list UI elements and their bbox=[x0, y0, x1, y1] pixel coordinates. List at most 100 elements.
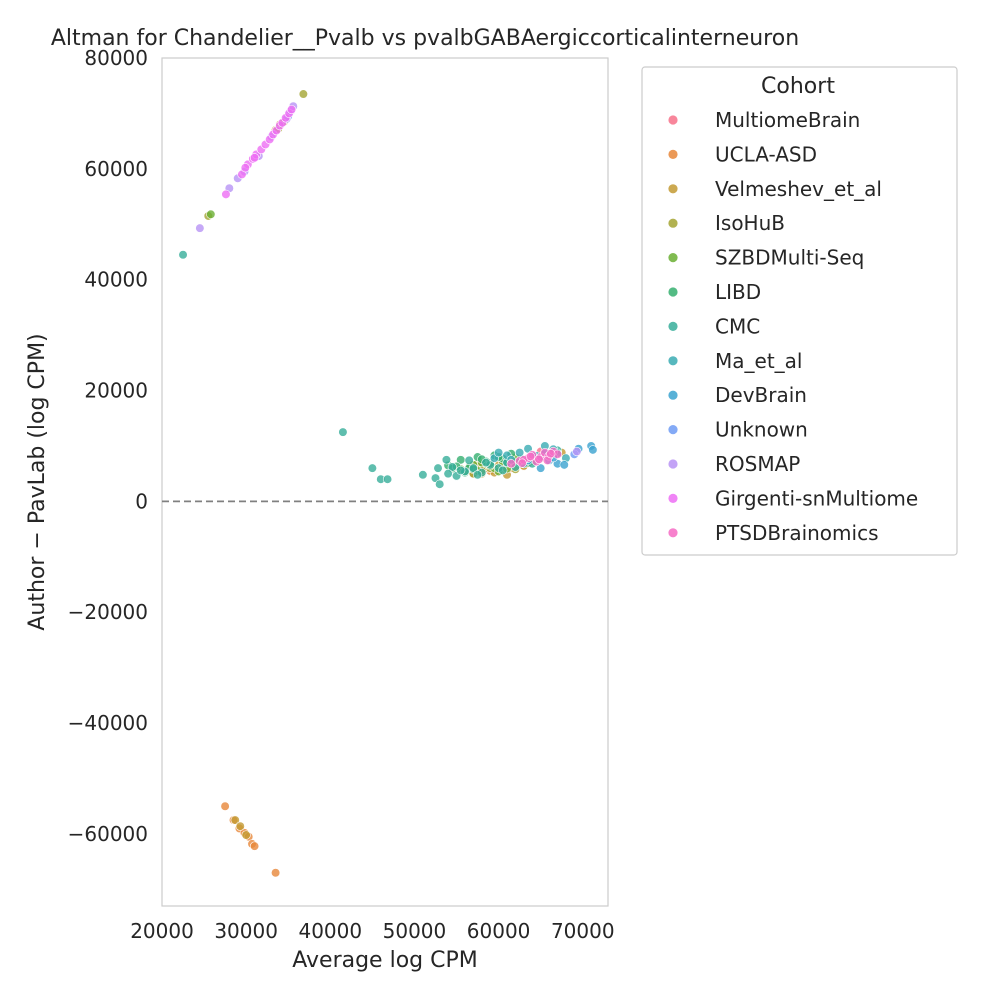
point-devbrain bbox=[588, 445, 598, 455]
legend-title: Cohort bbox=[761, 74, 835, 99]
chart-title: Altman for Chandelier__Pvalb vs pvalbGAB… bbox=[51, 26, 799, 51]
point-cmc bbox=[447, 462, 457, 472]
point-cmc bbox=[435, 479, 445, 489]
point-velmeshev-et-al bbox=[230, 815, 240, 825]
point-ptsdbrainomics bbox=[534, 454, 544, 464]
legend-item-ma-et-al: Ma_et_al bbox=[668, 349, 802, 373]
point-isohub bbox=[298, 89, 308, 99]
legend-item-girgenti-snmultiome: Girgenti-snMultiome bbox=[668, 486, 918, 510]
legend-marker bbox=[668, 493, 678, 503]
point-rosmap bbox=[572, 446, 582, 457]
point-ucla-asd bbox=[249, 841, 260, 851]
legend-label: DevBrain bbox=[715, 383, 807, 407]
point-cmc bbox=[468, 463, 478, 473]
point-cmc bbox=[338, 427, 348, 437]
legend-marker bbox=[668, 253, 678, 263]
legend-items: MultiomeBrain UCLA-ASD Velmeshev_et_al IsoH… bbox=[668, 108, 918, 545]
point-cmc bbox=[178, 250, 188, 260]
legend-label: IsoHuB bbox=[715, 211, 785, 235]
legend-marker bbox=[668, 528, 678, 538]
x-tick-label: 60000 bbox=[467, 919, 531, 943]
y-tick-label: 60000 bbox=[84, 157, 148, 181]
legend: Cohort MultiomeBrain UCLA-ASD Velmeshev_et… bbox=[641, 66, 958, 556]
point-girgenti-snmultiome bbox=[240, 163, 250, 173]
legend-label: Velmeshev_et_al bbox=[715, 177, 882, 201]
legend-item-isohub: IsoHuB bbox=[668, 211, 785, 235]
y-axis-label: Author − PavLab (log CPM) bbox=[25, 333, 50, 630]
x-tick-label: 30000 bbox=[214, 919, 278, 943]
legend-item-ucla-asd: UCLA-ASD bbox=[668, 142, 817, 166]
legend-label: ROSMAP bbox=[715, 452, 800, 476]
point-cmc bbox=[464, 455, 474, 465]
y-tick-label: −20000 bbox=[68, 600, 148, 624]
point-ptsdbrainomics bbox=[546, 449, 556, 459]
legend-marker bbox=[668, 218, 678, 228]
point-devbrain bbox=[559, 460, 569, 470]
x-tick-label: 40000 bbox=[298, 919, 362, 943]
x-tick-label: 50000 bbox=[383, 919, 447, 943]
legend-frame bbox=[641, 66, 958, 556]
legend-item-ptsdbrainomics: PTSDBrainomics bbox=[668, 521, 879, 545]
x-tick-label: 70000 bbox=[551, 919, 615, 943]
legend-label: CMC bbox=[715, 314, 760, 338]
legend-item-libd: LIBD bbox=[668, 280, 761, 304]
legend-marker bbox=[668, 321, 678, 331]
x-axis-label: Average log CPM bbox=[292, 948, 477, 973]
x-tick-label: 20000 bbox=[130, 919, 194, 943]
legend-label: PTSDBrainomics bbox=[715, 521, 879, 545]
y-tick-label: 80000 bbox=[84, 46, 148, 70]
legend-label: UCLA-ASD bbox=[715, 142, 817, 166]
y-axis-ticks: −60000 −40000 −20000 0 20000 40000 60000 80000 bbox=[68, 46, 148, 846]
legend-marker bbox=[668, 287, 678, 297]
y-tick-label: −60000 bbox=[68, 822, 148, 846]
point-ma-et-al bbox=[494, 448, 504, 458]
x-axis-ticks: 20000 30000 40000 50000 60000 70000 bbox=[130, 919, 614, 943]
legend-marker bbox=[668, 390, 678, 400]
y-tick-label: 20000 bbox=[84, 379, 148, 403]
point-cmc bbox=[443, 469, 453, 479]
legend-marker bbox=[668, 184, 678, 194]
y-tick-label: 0 bbox=[135, 489, 148, 513]
legend-label: MultiomeBrain bbox=[715, 108, 860, 132]
point-cmc bbox=[498, 465, 508, 475]
point-ucla-asd bbox=[220, 801, 230, 811]
legend-item-unknown: Unknown bbox=[668, 418, 808, 442]
point-ucla-asd bbox=[271, 868, 281, 878]
point-cmc bbox=[433, 463, 443, 473]
point-cmc bbox=[367, 463, 377, 473]
point-cmc bbox=[441, 455, 452, 465]
legend-item-multiomebrain: MultiomeBrain bbox=[668, 108, 860, 132]
point-cmc bbox=[382, 474, 393, 484]
point-devbrain bbox=[536, 463, 546, 473]
legend-item-devbrain: DevBrain bbox=[668, 383, 807, 407]
legend-label: Girgenti-snMultiome bbox=[715, 486, 918, 510]
point-velmeshev-et-al bbox=[235, 821, 245, 831]
point-girgenti-snmultiome bbox=[286, 104, 297, 115]
data-points bbox=[178, 89, 598, 878]
point-ptsdbrainomics bbox=[506, 459, 516, 469]
legend-marker bbox=[668, 115, 678, 125]
point-cmc bbox=[481, 458, 491, 468]
legend-label: SZBDMulti-Seq bbox=[715, 246, 864, 270]
point-ptsdbrainomics bbox=[517, 458, 527, 468]
point-cmc bbox=[472, 470, 483, 480]
point-szbdmulti-seq bbox=[206, 209, 216, 219]
point-girgenti-snmultiome bbox=[221, 189, 231, 199]
legend-item-velmeshev-et-al: Velmeshev_et_al bbox=[668, 177, 882, 201]
legend-item-rosmap: ROSMAP bbox=[668, 452, 800, 476]
point-girgenti-snmultiome bbox=[249, 153, 260, 163]
y-tick-label: −40000 bbox=[68, 711, 148, 735]
point-rosmap bbox=[195, 223, 205, 233]
point-cmc bbox=[456, 465, 466, 475]
legend-item-cmc: CMC bbox=[668, 314, 760, 338]
point-ptsdbrainomics bbox=[525, 451, 536, 462]
legend-marker bbox=[668, 425, 678, 435]
legend-marker bbox=[668, 356, 678, 366]
legend-label: Ma_et_al bbox=[715, 349, 802, 373]
y-tick-label: 40000 bbox=[84, 268, 148, 292]
legend-marker bbox=[668, 459, 678, 469]
point-velmeshev-et-al bbox=[241, 830, 251, 840]
legend-label: Unknown bbox=[715, 418, 808, 442]
legend-label: LIBD bbox=[715, 280, 761, 304]
